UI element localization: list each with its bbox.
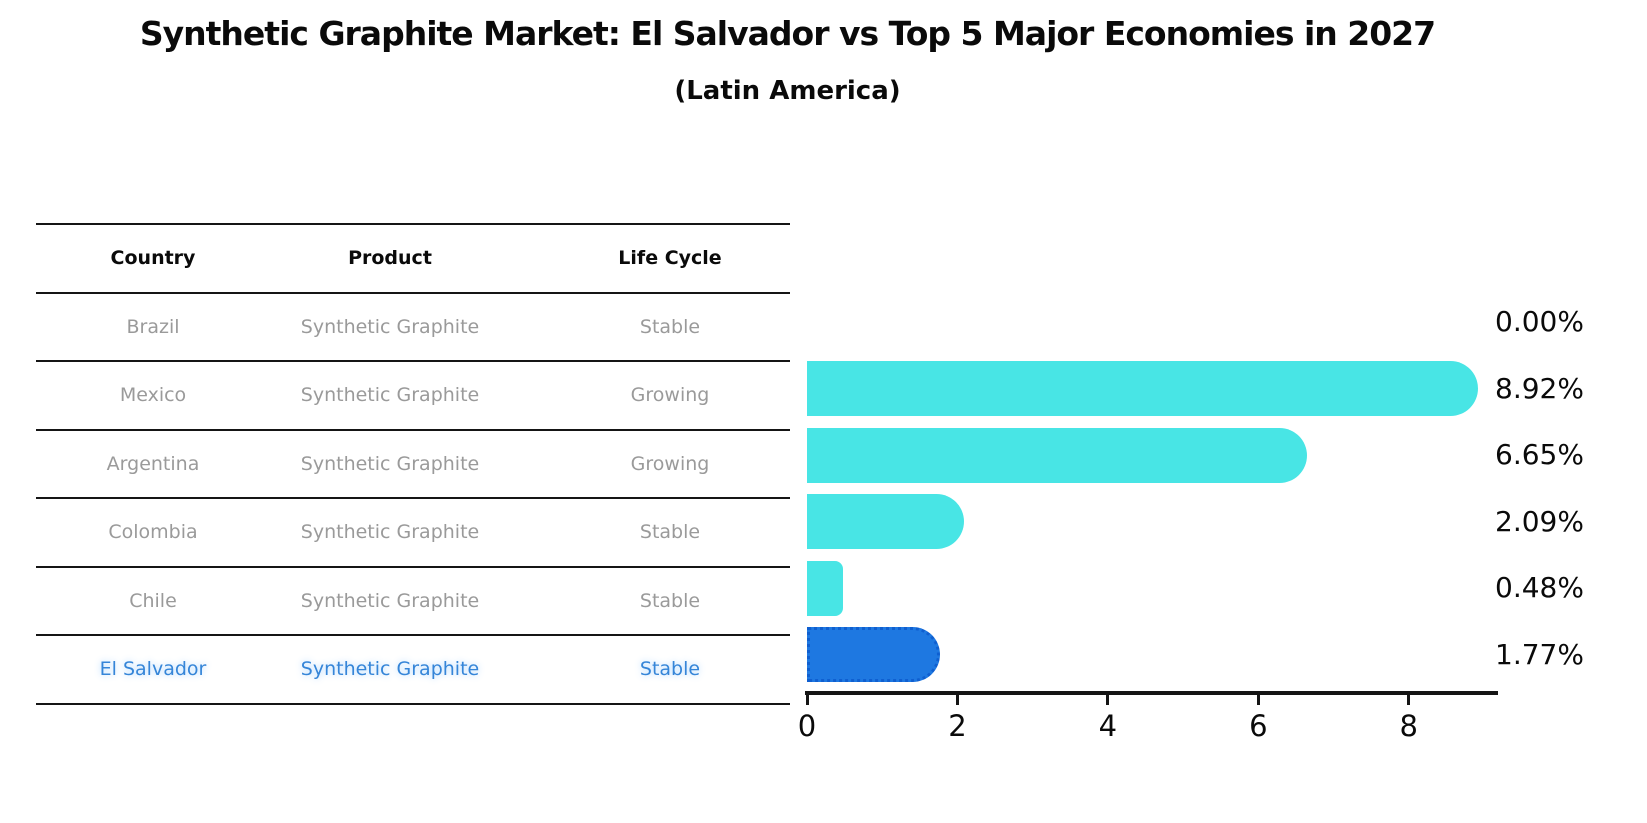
cell-country: Mexico xyxy=(119,384,187,407)
x-axis-tick xyxy=(955,695,959,705)
bar-chart-plot-area: 0.00% 8.92% 6.65% 2.09% 0.48% 1.77% 0 2 4 6 8 xyxy=(798,223,1584,743)
table-row-mexico: Mexico Synthetic Graphite Growing xyxy=(36,360,790,429)
cell-product: Synthetic Graphite xyxy=(300,658,480,681)
value-label-brazil: 0.00% xyxy=(1495,305,1584,339)
x-axis-tick-label: 4 xyxy=(1098,709,1118,743)
x-axis-tick-label: 8 xyxy=(1399,709,1418,743)
cell-country: Argentina xyxy=(106,452,200,475)
x-axis-tick xyxy=(1106,695,1110,705)
cell-product: Synthetic Graphite xyxy=(300,315,480,338)
cell-life-cycle: Stable xyxy=(639,315,701,338)
cell-product: Synthetic Graphite xyxy=(300,589,480,612)
x-axis-tick-label: 6 xyxy=(1249,709,1268,743)
chart-header: Synthetic Graphite Market: El Salvador v… xyxy=(0,0,1575,106)
cell-product: Synthetic Graphite xyxy=(300,452,480,475)
bar-el-salvador xyxy=(807,627,941,683)
table-row-argentina: Argentina Synthetic Graphite Growing xyxy=(36,428,790,498)
x-axis-tick xyxy=(1256,695,1260,705)
cell-country: Brazil xyxy=(126,315,180,338)
cell-product: Synthetic Graphite xyxy=(300,384,480,407)
cell-life-cycle: Stable xyxy=(639,658,701,681)
cell-product: Synthetic Graphite xyxy=(300,521,480,544)
x-axis-tick-label: 2 xyxy=(948,709,967,743)
value-label-mexico: 8.92% xyxy=(1495,371,1584,405)
bar-colombia xyxy=(807,494,965,550)
table-header-row: Country Product Life Cycle xyxy=(36,223,790,292)
bar-argentina xyxy=(807,427,1308,483)
cell-country: El Salvador xyxy=(99,658,207,681)
cell-life-cycle: Stable xyxy=(639,521,701,544)
x-axis-tick-label: 0 xyxy=(797,709,817,743)
column-header-life-cycle: Life Cycle xyxy=(618,247,722,270)
table-row-colombia: Colombia Synthetic Graphite Stable xyxy=(36,497,790,566)
value-label-chile: 0.48% xyxy=(1495,571,1584,605)
value-label-colombia: 2.09% xyxy=(1495,504,1584,538)
cell-life-cycle: Stable xyxy=(639,589,701,612)
cell-country: Colombia xyxy=(108,521,198,544)
chart-subtitle: (Latin America) xyxy=(674,76,901,106)
bar-chile xyxy=(807,560,844,616)
comparison-table: Country Product Life Cycle Brazil Synthe… xyxy=(36,223,790,705)
x-axis-tick xyxy=(1407,695,1411,705)
cell-country: Chile xyxy=(129,589,177,612)
bar-mexico xyxy=(807,361,1478,417)
chart-title: Synthetic Graphite Market: El Salvador v… xyxy=(139,14,1436,53)
column-header-product: Product xyxy=(348,247,432,270)
cell-life-cycle: Growing xyxy=(630,384,710,407)
column-header-country: Country xyxy=(110,247,196,270)
x-axis-tick xyxy=(805,695,809,705)
value-label-argentina: 6.65% xyxy=(1495,438,1584,472)
table-row-chile: Chile Synthetic Graphite Stable xyxy=(36,565,790,635)
cell-life-cycle: Growing xyxy=(630,452,710,475)
x-axis-line xyxy=(805,691,1498,695)
table-row-brazil: Brazil Synthetic Graphite Stable xyxy=(36,291,790,361)
table-row-el-salvador: El Salvador Synthetic Graphite Stable xyxy=(36,634,790,703)
value-label-el-salvador: 1.77% xyxy=(1495,637,1584,671)
